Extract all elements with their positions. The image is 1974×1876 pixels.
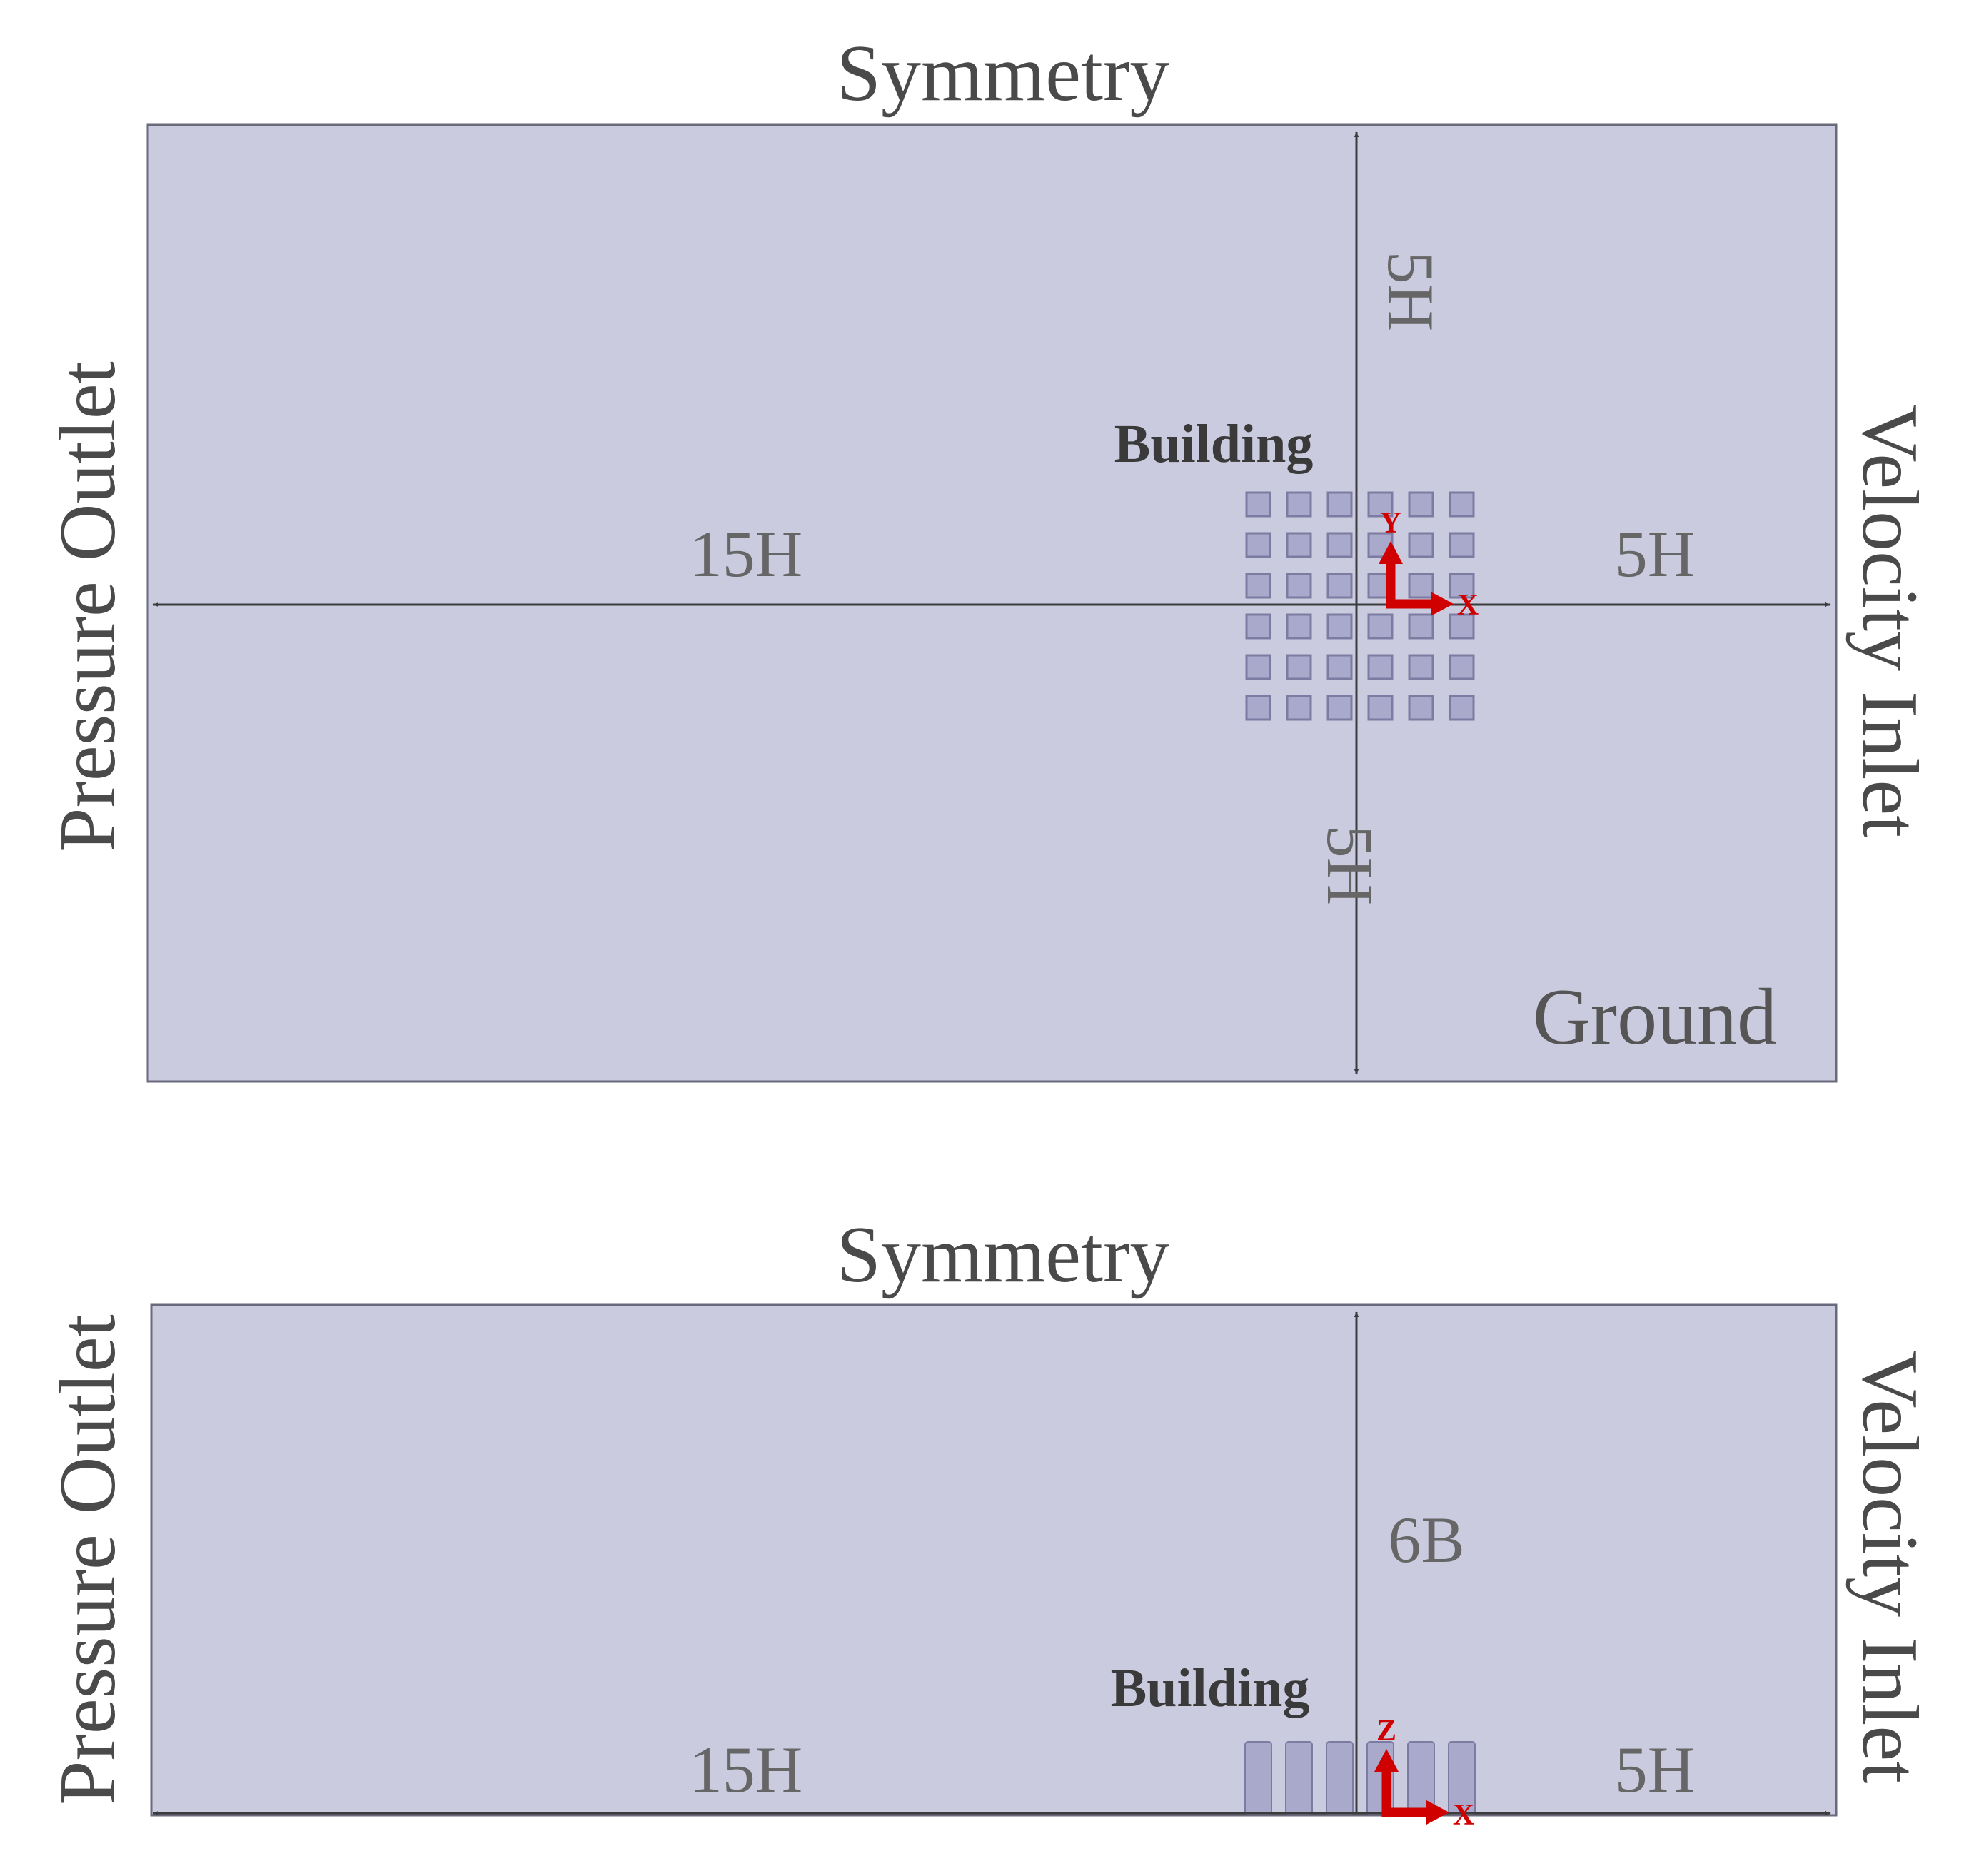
elevation-view: Symmetry Pressure Outlet Velocity Inlet … xyxy=(44,1211,1934,1832)
plan-coordinate-axes: Y X xyxy=(1379,507,1479,622)
plan-view: Symmetry Pressure Outlet Velocity Inlet … xyxy=(44,29,1934,1083)
elevation-top-boundary-label: Symmetry xyxy=(837,1211,1170,1299)
elevation-left-boundary-label: Pressure Outlet xyxy=(44,1314,132,1805)
plan-building-4-3 xyxy=(1367,654,1394,680)
plan-building-0-3 xyxy=(1367,491,1394,518)
plan-building-1-2 xyxy=(1326,532,1353,558)
elevation-upstream-distance-label: 5H xyxy=(1615,1733,1695,1806)
plan-building-0-2 xyxy=(1326,491,1353,518)
plan-building-3-4 xyxy=(1408,613,1434,640)
plan-building-3-5 xyxy=(1449,613,1475,640)
plan-building-grid xyxy=(1245,491,1475,721)
plan-x-axis-arrowhead xyxy=(1431,592,1454,616)
plan-building-1-0 xyxy=(1245,532,1271,558)
elevation-domain xyxy=(150,1303,1838,1817)
elevation-building-2 xyxy=(1326,1741,1354,1815)
plan-y-axis-label: Y xyxy=(1380,507,1401,540)
plan-building-2-1 xyxy=(1286,573,1312,599)
plan-building-5-4 xyxy=(1408,695,1434,721)
plan-building-1-4 xyxy=(1408,532,1434,558)
plan-building-2-4 xyxy=(1408,573,1434,599)
plan-building-4-5 xyxy=(1449,654,1475,680)
plan-building-5-5 xyxy=(1449,695,1475,721)
plan-y-axis-arrowhead xyxy=(1379,541,1403,564)
plan-building-2-2 xyxy=(1326,573,1353,599)
plan-building-1-1 xyxy=(1286,532,1312,558)
elevation-x-axis-label: X xyxy=(1453,1799,1474,1832)
plan-building-3-1 xyxy=(1286,613,1312,640)
plan-building-1-5 xyxy=(1449,532,1475,558)
plan-building-0-4 xyxy=(1408,491,1434,518)
plan-building-3-2 xyxy=(1326,613,1353,640)
plan-x-axis-label: X xyxy=(1457,589,1479,622)
elevation-building-0 xyxy=(1244,1741,1272,1815)
plan-top-distance-label: 5H xyxy=(1374,251,1447,331)
plan-downstream-distance-label: 15H xyxy=(690,518,802,590)
plan-building-2-5 xyxy=(1449,573,1475,599)
plan-building-3-3 xyxy=(1367,613,1394,640)
elevation-downstream-distance-label: 15H xyxy=(690,1733,802,1806)
plan-building-3-0 xyxy=(1245,613,1271,640)
plan-building-4-4 xyxy=(1408,654,1434,680)
elevation-x-axis-arrowhead xyxy=(1426,1800,1449,1825)
elevation-right-boundary-label: Velocity Inlet xyxy=(1845,1351,1934,1783)
elevation-z-axis-label: Z xyxy=(1376,1715,1396,1748)
plan-building-4-2 xyxy=(1326,654,1353,680)
plan-building-0-0 xyxy=(1245,491,1271,518)
plan-building-4-0 xyxy=(1245,654,1271,680)
plan-building-2-0 xyxy=(1245,573,1271,599)
elevation-z-axis-arrowhead xyxy=(1374,1749,1399,1772)
plan-building-0-5 xyxy=(1449,491,1475,518)
plan-building-label: Building xyxy=(1114,414,1314,474)
plan-domain xyxy=(146,123,1838,1083)
plan-left-boundary-label: Pressure Outlet xyxy=(44,361,132,852)
plan-ground-label: Ground xyxy=(1533,973,1777,1061)
elevation-building-1 xyxy=(1285,1741,1313,1815)
plan-top-boundary-label: Symmetry xyxy=(837,29,1170,118)
plan-building-4-1 xyxy=(1286,654,1312,680)
plan-building-5-3 xyxy=(1367,695,1394,721)
plan-building-5-1 xyxy=(1286,695,1312,721)
elevation-height-distance-label: 6B xyxy=(1388,1503,1464,1576)
plan-upstream-distance-label: 5H xyxy=(1615,518,1695,590)
plan-bottom-distance-label: 5H xyxy=(1314,825,1386,905)
elevation-coordinate-axes: Z X xyxy=(1374,1715,1474,1832)
plan-right-boundary-label: Velocity Inlet xyxy=(1845,405,1934,837)
plan-building-0-1 xyxy=(1286,491,1312,518)
plan-building-5-2 xyxy=(1326,695,1353,721)
plan-building-5-0 xyxy=(1245,695,1271,721)
elevation-building-label: Building xyxy=(1111,1658,1310,1718)
